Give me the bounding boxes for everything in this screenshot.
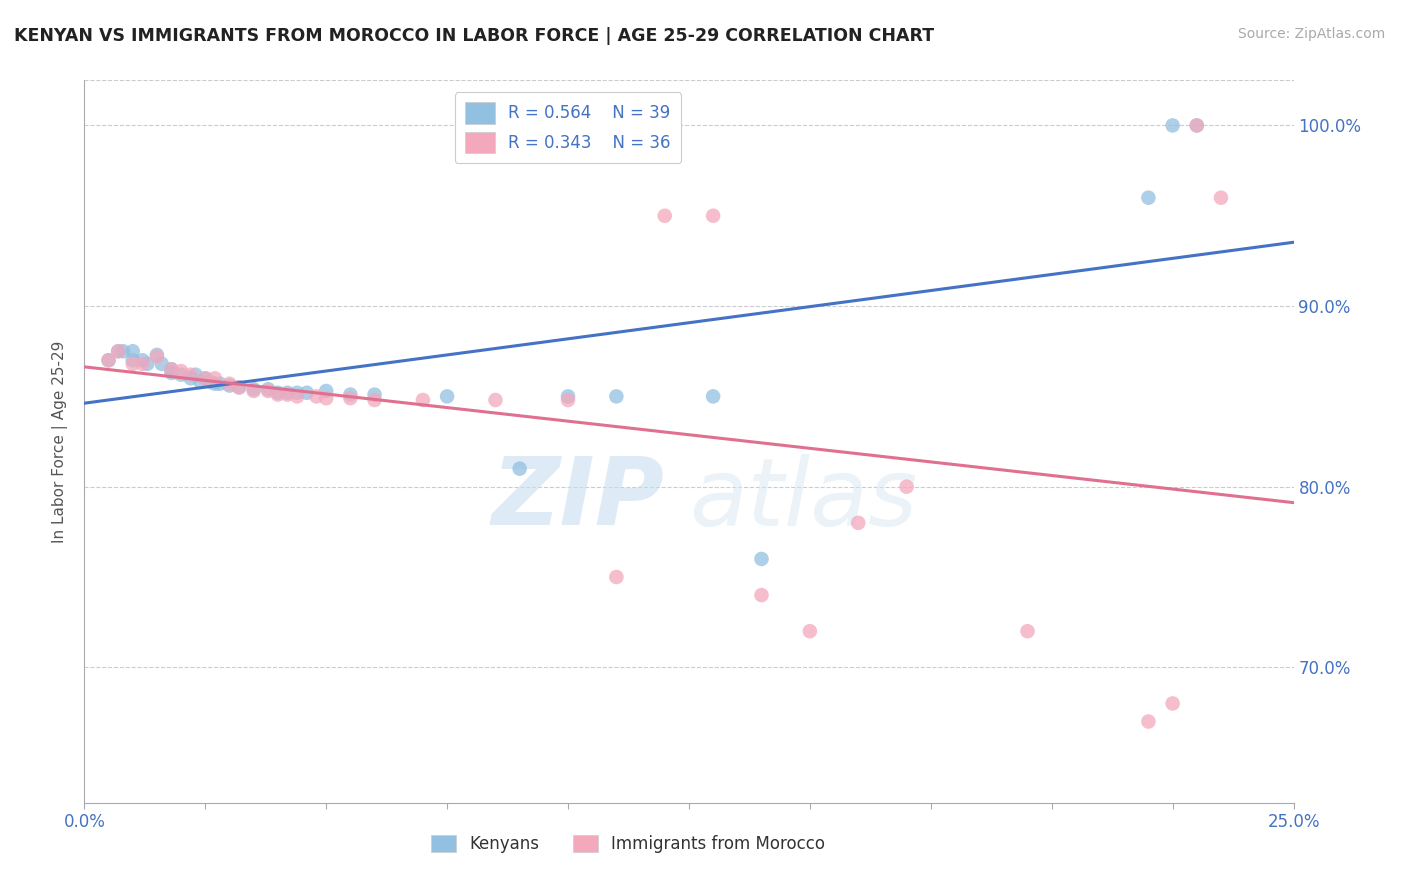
Point bbox=[257, 384, 280, 398]
Point bbox=[276, 387, 298, 401]
Point bbox=[1209, 191, 1232, 205]
Point bbox=[170, 368, 193, 382]
Point bbox=[846, 516, 869, 530]
Point bbox=[363, 387, 385, 401]
Point bbox=[1185, 119, 1208, 133]
Point bbox=[107, 344, 129, 359]
Point bbox=[218, 376, 240, 391]
Point bbox=[121, 353, 143, 368]
Point bbox=[557, 389, 579, 403]
Point bbox=[160, 362, 183, 376]
Point bbox=[228, 380, 250, 394]
Point bbox=[267, 385, 290, 400]
Point bbox=[97, 353, 120, 368]
Point bbox=[194, 371, 217, 385]
Point bbox=[1161, 697, 1184, 711]
Y-axis label: In Labor Force | Age 25-29: In Labor Force | Age 25-29 bbox=[52, 341, 69, 542]
Point bbox=[170, 364, 193, 378]
Point bbox=[799, 624, 821, 639]
Point bbox=[107, 344, 129, 359]
Point bbox=[257, 382, 280, 396]
Point bbox=[131, 353, 153, 368]
Point bbox=[150, 357, 173, 371]
Point bbox=[751, 552, 773, 566]
Point bbox=[267, 387, 290, 401]
Point bbox=[1137, 191, 1160, 205]
Point bbox=[315, 391, 337, 405]
Point bbox=[190, 375, 212, 389]
Point bbox=[605, 570, 627, 584]
Point bbox=[896, 480, 918, 494]
Point bbox=[180, 371, 202, 385]
Point bbox=[184, 368, 207, 382]
Point bbox=[285, 385, 308, 400]
Point bbox=[97, 353, 120, 368]
Point bbox=[194, 371, 217, 385]
Point bbox=[228, 380, 250, 394]
Legend: Kenyans, Immigrants from Morocco: Kenyans, Immigrants from Morocco bbox=[425, 828, 832, 860]
Text: atlas: atlas bbox=[689, 454, 917, 545]
Point bbox=[121, 344, 143, 359]
Point bbox=[160, 362, 183, 376]
Text: ZIP: ZIP bbox=[492, 453, 665, 545]
Point bbox=[436, 389, 458, 403]
Point bbox=[160, 366, 183, 380]
Point bbox=[315, 384, 337, 398]
Point bbox=[305, 389, 328, 403]
Point bbox=[180, 368, 202, 382]
Point bbox=[204, 371, 226, 385]
Text: KENYAN VS IMMIGRANTS FROM MOROCCO IN LABOR FORCE | AGE 25-29 CORRELATION CHART: KENYAN VS IMMIGRANTS FROM MOROCCO IN LAB… bbox=[14, 27, 934, 45]
Point bbox=[702, 389, 724, 403]
Point bbox=[751, 588, 773, 602]
Point bbox=[146, 348, 169, 362]
Point bbox=[218, 378, 240, 392]
Point bbox=[1161, 119, 1184, 133]
Text: Source: ZipAtlas.com: Source: ZipAtlas.com bbox=[1237, 27, 1385, 41]
Point bbox=[131, 357, 153, 371]
Point bbox=[654, 209, 676, 223]
Point bbox=[242, 382, 264, 396]
Point bbox=[295, 385, 318, 400]
Point bbox=[412, 392, 434, 407]
Point bbox=[1137, 714, 1160, 729]
Point bbox=[242, 384, 264, 398]
Point bbox=[484, 392, 506, 407]
Point bbox=[276, 385, 298, 400]
Point bbox=[509, 461, 531, 475]
Point bbox=[285, 389, 308, 403]
Point bbox=[136, 357, 159, 371]
Point bbox=[121, 357, 143, 371]
Point bbox=[1017, 624, 1039, 639]
Point bbox=[1185, 119, 1208, 133]
Point bbox=[557, 392, 579, 407]
Point bbox=[204, 376, 226, 391]
Point bbox=[339, 387, 361, 401]
Point bbox=[198, 375, 221, 389]
Point bbox=[605, 389, 627, 403]
Point bbox=[208, 376, 231, 391]
Point bbox=[112, 344, 135, 359]
Point bbox=[339, 391, 361, 405]
Point bbox=[702, 209, 724, 223]
Point bbox=[146, 350, 169, 364]
Point bbox=[363, 392, 385, 407]
